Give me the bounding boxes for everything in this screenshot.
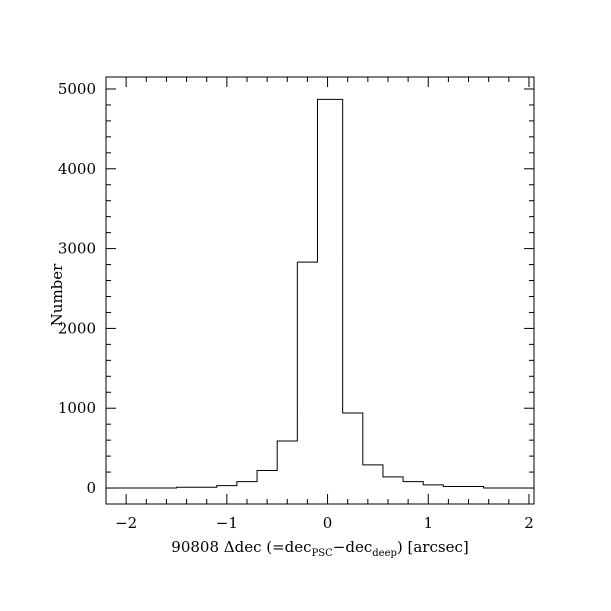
x-title-mid: −dec [333,538,372,556]
y-tick-label: 0 [86,479,96,497]
y-tick-label: 4000 [58,160,96,178]
y-tick-label: 5000 [58,80,96,98]
y-axis-title: Number [48,263,66,326]
x-title-sub2: deep [372,548,397,559]
axis-ticks [105,77,534,505]
y-tick-labels: 0 1000 2000 3000 4000 5000 [58,80,96,497]
x-title-suffix: ) [arcsec] [397,538,469,556]
y-tick-label: 1000 [58,399,96,417]
x-tick-label: 2 [524,514,534,532]
y-tick-label: 3000 [58,240,96,258]
x-tick-labels: −2 −1 0 1 2 [115,514,534,532]
plot-frame [105,76,535,505]
x-tick-label: −1 [216,514,238,532]
x-title-prefix: 90808 Δdec (=dec [171,538,311,556]
x-tick-label: −2 [115,514,137,532]
x-tick-label: 0 [323,514,333,532]
y-tick-label: 2000 [58,319,96,337]
x-tick-label: 1 [423,514,433,532]
x-title-sub1: PSC [312,548,334,559]
histogram-step-line [106,98,534,489]
x-axis-title: 90808 Δdec (=decPSC−decdeep) [arcsec] [171,538,468,559]
